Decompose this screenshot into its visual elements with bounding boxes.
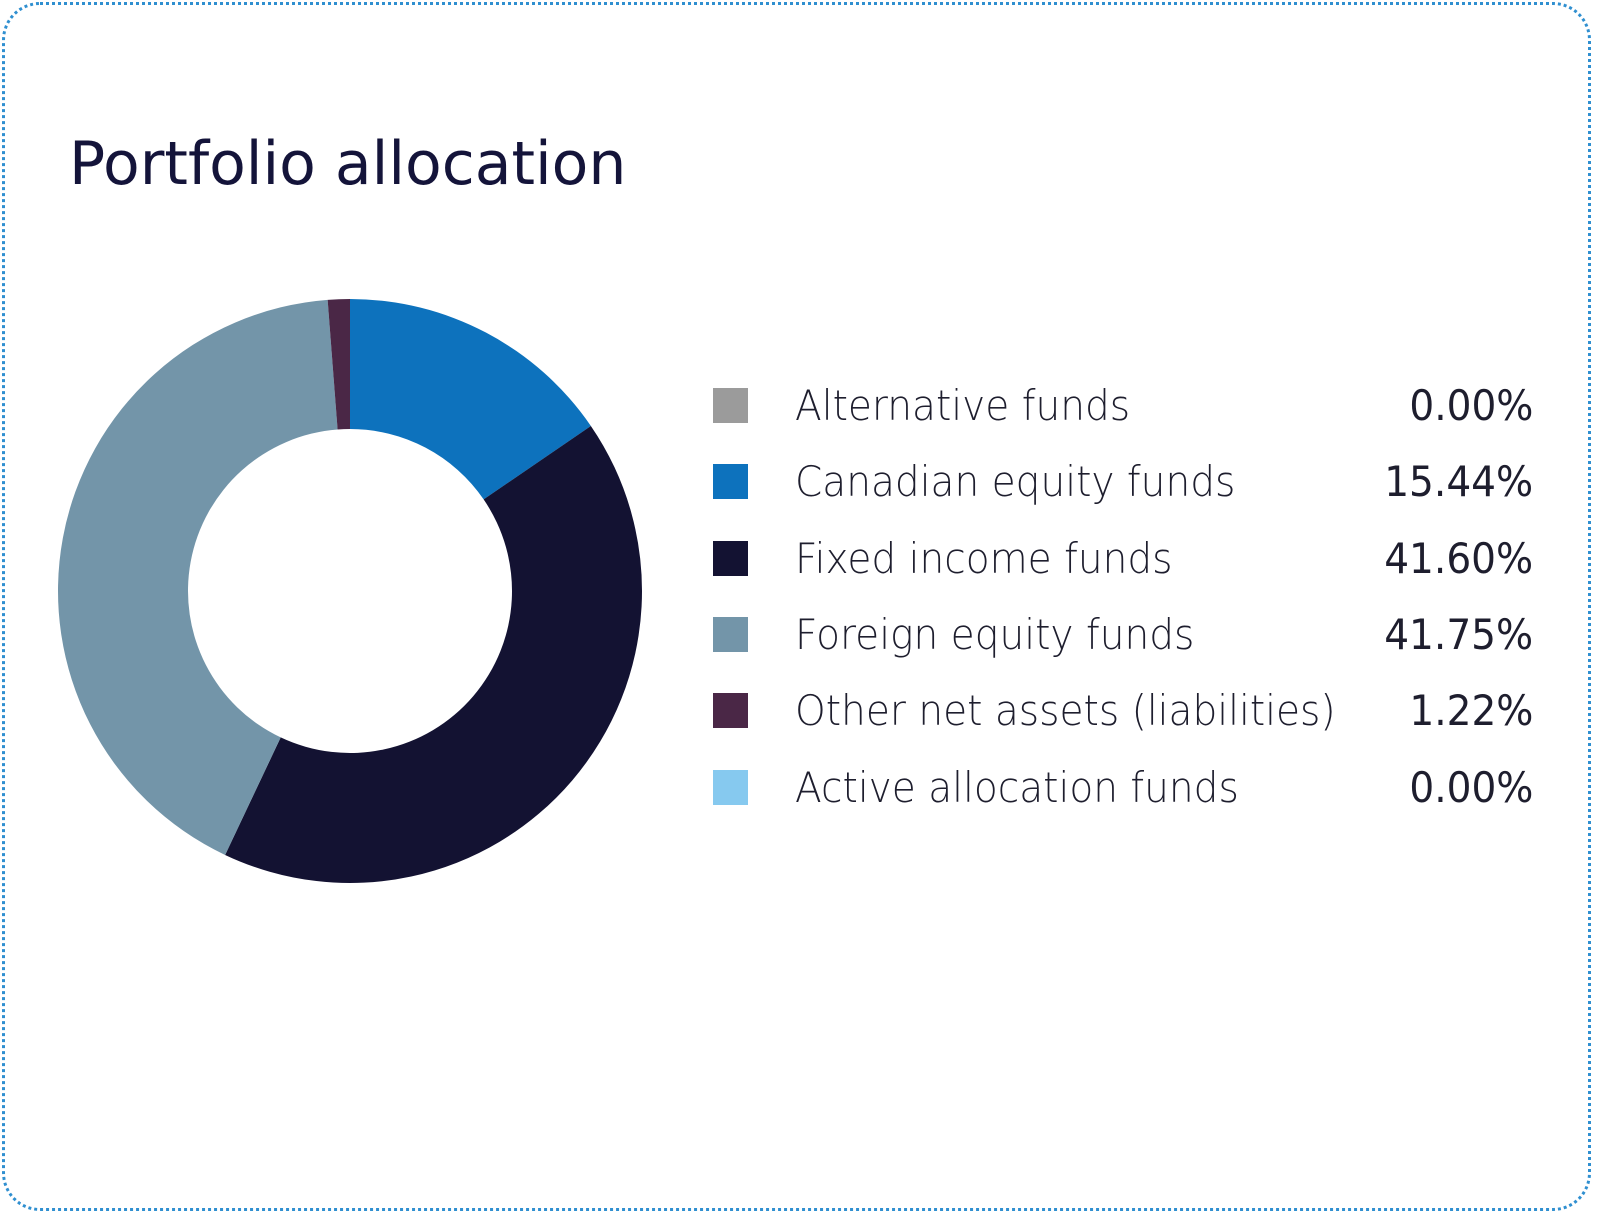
legend-item: Canadian equity funds 15.44% <box>713 457 1533 507</box>
legend-swatch <box>713 616 748 652</box>
legend-label: Foreign equity funds <box>795 609 1195 659</box>
donut-slice-canadian-equity-funds <box>350 299 591 500</box>
donut-slice-other-net-assets-liabilities <box>327 299 350 430</box>
donut-slice-fixed-income-funds <box>225 425 643 883</box>
legend-swatch <box>713 769 748 805</box>
donut-slice-foreign-equity-funds <box>57 299 338 855</box>
legend-value: 41.75% <box>1384 609 1533 659</box>
legend-label: Other net assets (liabilities) <box>795 686 1336 736</box>
legend-label: Canadian equity funds <box>795 457 1236 507</box>
legend-item: Other net assets (liabilities) 1.22% <box>713 686 1533 736</box>
legend-value: 1.22% <box>1408 686 1533 736</box>
legend-label: Alternative funds <box>795 381 1131 430</box>
legend-value: 0.00% <box>1408 381 1533 430</box>
legend-value: 0.00% <box>1408 762 1533 812</box>
legend-item: Active allocation funds 0.00% <box>713 762 1533 812</box>
legend-label: Active allocation funds <box>795 762 1239 812</box>
legend-value: 41.60% <box>1384 533 1533 583</box>
legend-swatch <box>713 388 748 423</box>
legend-value: 15.44% <box>1384 457 1533 507</box>
legend-swatch <box>713 693 748 729</box>
legend-item: Foreign equity funds 41.75% <box>713 609 1533 659</box>
legend-label: Fixed income funds <box>795 533 1173 583</box>
legend-swatch <box>713 464 748 500</box>
legend-item: Fixed income funds 41.60% <box>713 533 1533 583</box>
legend-swatch <box>713 540 748 576</box>
legend-item: Alternative funds 0.00% <box>713 381 1533 430</box>
chart-title: Portfolio allocation <box>69 129 627 199</box>
